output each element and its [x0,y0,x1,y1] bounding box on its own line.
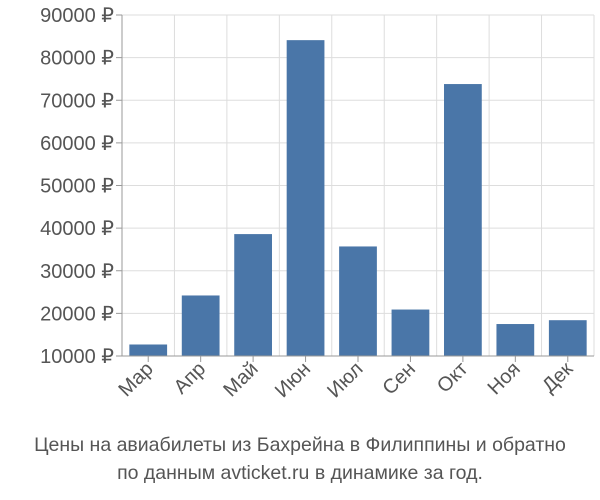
y-tick-label: 10000 ₽ [40,346,114,368]
chart-caption-line-2: по данным avticket.ru в динамике за год. [117,462,483,484]
chart-caption-line-1: Цены на авиабилеты из Бахрейна в Филиппи… [34,434,566,456]
y-axis-ticks: 10000 ₽ 20000 ₽ 30000 ₽ 40000 ₽ 50000 ₽ 60000… [40,5,122,368]
bars [129,40,587,357]
x-tick-label: Сен [379,358,420,399]
grid-lines [122,14,595,357]
bar-6 [444,84,482,357]
x-tick-label: Апр [170,358,211,399]
x-tick-label: Ноя [484,358,525,399]
x-tick-label: Дек [538,358,577,397]
y-tick-label: 60000 ₽ [40,133,114,155]
y-tick-label: 80000 ₽ [40,48,114,70]
bar-4 [339,246,377,356]
bar-0 [129,344,168,356]
y-tick-label: 90000 ₽ [40,5,114,27]
x-tick-label: Июл [323,358,367,402]
bar-2 [234,234,272,356]
y-tick-label: 20000 ₽ [40,303,114,325]
y-tick-label: 30000 ₽ [40,261,114,283]
bar-5 [391,309,430,356]
x-axis-labels: Мар Апр Май Июн Июл Сен Окт Ноя Дек [115,356,577,402]
y-tick-label: 50000 ₽ [40,176,114,198]
bar-1 [181,295,220,356]
x-tick-label: Май [219,358,262,401]
x-tick-label: Окт [433,358,472,397]
bar-8 [548,320,587,356]
y-tick-label: 40000 ₽ [40,218,114,240]
x-tick-label: Мар [115,358,158,401]
bar-7 [496,324,535,356]
x-tick-label: Июн [271,358,315,402]
bar-3 [286,40,325,357]
y-tick-label: 70000 ₽ [40,90,114,112]
